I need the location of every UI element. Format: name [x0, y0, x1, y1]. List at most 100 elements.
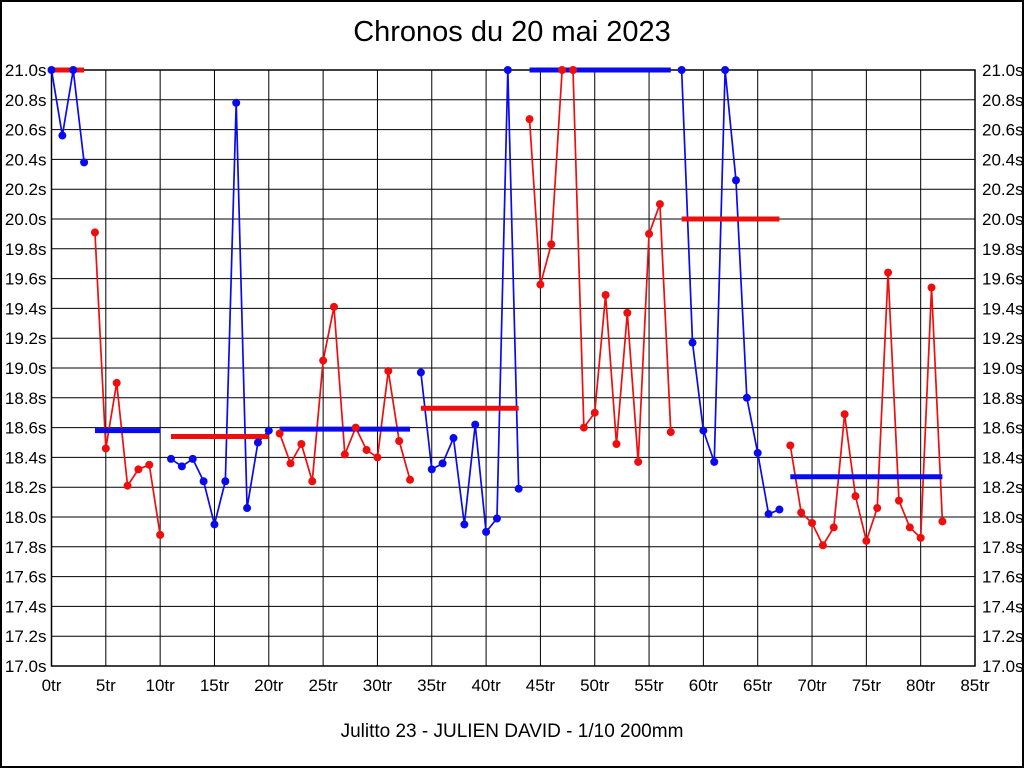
lap-marker	[297, 439, 306, 448]
y-axis-label-left: 20.0s	[5, 210, 47, 229]
run-line-run-1	[50, 69, 85, 163]
x-axis-label: 65tr	[743, 676, 773, 695]
lap-marker	[710, 457, 719, 466]
lap-marker	[384, 366, 393, 375]
y-axis-label-left: 19.0s	[5, 359, 47, 378]
chart-title: Chronos du 20 mai 2023	[353, 16, 671, 48]
y-axis-label-right: 19.2s	[982, 329, 1024, 348]
lap-marker	[373, 453, 382, 462]
lap-marker	[340, 450, 349, 459]
y-axis-label-left: 19.4s	[5, 299, 47, 318]
y-axis-label-left: 19.8s	[5, 240, 47, 259]
lap-marker	[188, 454, 197, 463]
lap-marker	[58, 131, 67, 140]
lap-marker	[884, 268, 893, 277]
run-line-run-6	[528, 69, 672, 462]
lap-marker	[406, 475, 415, 484]
lap-marker	[90, 228, 99, 237]
lap-marker	[764, 510, 773, 519]
x-axis-label: 25tr	[308, 676, 338, 695]
lap-marker	[612, 439, 621, 448]
lap-marker	[275, 429, 284, 438]
lap-marker	[156, 530, 165, 539]
lap-marker	[232, 98, 241, 107]
lap-marker	[264, 426, 273, 435]
lap-marker	[775, 505, 784, 514]
y-axis-label-left: 20.8s	[5, 91, 47, 110]
lap-marker	[938, 517, 947, 526]
lap-marker	[840, 410, 849, 419]
lap-marker	[894, 496, 903, 505]
y-axis-label-left: 17.4s	[5, 597, 47, 616]
x-axis-label: 5tr	[96, 676, 116, 695]
lap-marker	[590, 408, 599, 417]
y-axis-label-left: 18.0s	[5, 508, 47, 527]
lap-marker	[308, 477, 317, 486]
x-axis-label: 55tr	[634, 676, 664, 695]
lap-marker	[145, 460, 154, 469]
lap-marker	[221, 477, 230, 486]
x-axis-label: 70tr	[797, 676, 827, 695]
lap-marker	[243, 504, 252, 513]
lap-marker	[558, 66, 567, 74]
lap-marker	[438, 459, 447, 468]
lap-marker	[471, 420, 480, 429]
lap-marker	[319, 356, 328, 365]
lap-marker	[677, 66, 686, 74]
lap-marker	[916, 533, 925, 542]
lap-marker	[536, 280, 545, 289]
x-axis-label: 80tr	[906, 676, 936, 695]
lap-marker	[905, 523, 914, 532]
run-line-run-3	[170, 102, 270, 525]
lap-marker	[69, 66, 78, 74]
y-axis-label-left: 20.2s	[5, 180, 47, 199]
y-axis-label-right: 19.8s	[982, 240, 1024, 259]
lap-marker	[666, 428, 675, 437]
y-axis-label-right: 19.4s	[982, 299, 1024, 318]
lap-marker	[742, 393, 751, 402]
y-axis-label-left: 20.4s	[5, 150, 47, 169]
lap-marker	[808, 518, 817, 527]
lap-marker	[80, 158, 89, 167]
lap-marker	[829, 523, 838, 532]
lap-marker	[167, 454, 176, 463]
lap-marker	[101, 444, 110, 453]
y-axis-label-left: 17.2s	[5, 627, 47, 646]
lap-marker	[579, 423, 588, 432]
y-axis-label-left: 17.0s	[5, 657, 47, 676]
x-axis-label: 15tr	[200, 676, 230, 695]
x-axis-label: 85tr	[960, 676, 990, 695]
lap-marker	[351, 423, 360, 432]
lap-marker	[645, 229, 654, 238]
x-axis-label: 30tr	[363, 676, 393, 695]
run-line-run-5	[420, 69, 520, 535]
y-axis-label-right: 17.8s	[982, 538, 1024, 557]
lap-marker	[503, 66, 512, 74]
lap-marker	[362, 445, 371, 454]
y-axis-label-right: 18.8s	[982, 389, 1024, 408]
lap-marker	[253, 438, 262, 447]
x-axis-label: 75tr	[852, 676, 882, 695]
y-axis-label-right: 21.0s	[982, 61, 1024, 80]
lap-marker	[416, 368, 425, 377]
y-axis-label-right: 20.8s	[982, 91, 1024, 110]
lap-marker	[753, 448, 762, 457]
x-axis-label: 45tr	[526, 676, 556, 695]
y-axis-label-right: 20.2s	[982, 180, 1024, 199]
chart-subtitle: Julitto 23 - JULIEN DAVID - 1/10 200mm	[340, 721, 684, 742]
lap-marker	[699, 426, 708, 435]
y-axis-label-left: 18.4s	[5, 448, 47, 467]
x-axis-label: 50tr	[580, 676, 610, 695]
lap-marker	[873, 504, 882, 513]
y-axis-label-left: 19.2s	[5, 329, 47, 348]
lap-marker	[623, 308, 632, 317]
x-axis-label: 40tr	[471, 676, 501, 695]
lap-marker	[329, 302, 338, 311]
lap-marker	[460, 520, 469, 529]
y-axis-label-right: 18.4s	[982, 448, 1024, 467]
y-axis-label-right: 17.2s	[982, 627, 1024, 646]
lap-marker	[601, 290, 610, 299]
lap-marker	[482, 527, 491, 536]
lap-marker	[862, 536, 871, 545]
